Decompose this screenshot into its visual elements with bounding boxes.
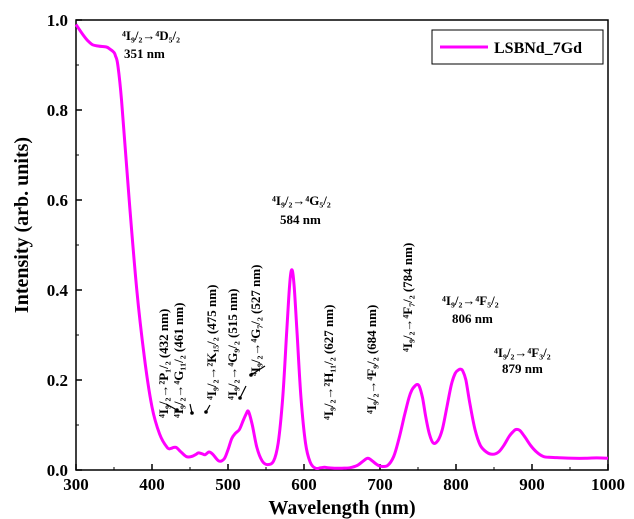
pointer-arrow [239, 385, 247, 399]
transition-label: ⁴I₉/₂→⁴F₃/₂ [494, 345, 551, 360]
x-tick-label: 500 [215, 475, 241, 494]
pointer-arrow-head [175, 408, 179, 412]
y-tick-label: 0.6 [47, 191, 68, 210]
pointer-arrow-head [204, 410, 208, 414]
pointer-arrow [250, 365, 266, 376]
transition-label-vertical: ⁴I₉/₂→⁴F₇/₂ (784 nm) [400, 243, 415, 352]
x-tick-label: 300 [63, 475, 89, 494]
transition-wavelength: 351 nm [124, 46, 165, 61]
pointer-arrow-head [249, 373, 253, 377]
y-tick-label: 0.4 [47, 281, 69, 300]
transition-label-vertical: ⁴I₉/₂→⁴F₉/₂ (684 nm) [364, 305, 379, 414]
transition-label-vertical: ⁴I₉/₂→²P₁/₂ (432 nm) [156, 309, 171, 418]
transition-wavelength: 584 nm [280, 212, 321, 227]
transition-label: ⁴I₉/₂→⁴G₅/₂ [272, 193, 331, 208]
pointer-arrow-head [238, 396, 242, 400]
x-tick-label: 800 [443, 475, 469, 494]
series-line [74, 23, 609, 471]
x-tick-label: 700 [367, 475, 393, 494]
transition-wavelength: 879 nm [502, 361, 543, 376]
y-tick-label: 0.2 [47, 371, 68, 390]
transition-label-vertical: ⁴I₉/₂→²H₁₁/₂ (627 nm) [321, 305, 336, 420]
y-tick-label: 0.8 [47, 101, 68, 120]
x-tick-label: 1000 [591, 475, 625, 494]
transition-label-vertical: ⁴I₉/₂→⁴G₉/₂ (515 nm) [225, 289, 240, 401]
pointer-arrow-head [190, 411, 194, 415]
x-tick-label: 900 [519, 475, 545, 494]
transition-label: ⁴I₉/₂→⁴D₅/₂ [122, 28, 180, 43]
y-axis-title: Intensity (arb. units) [11, 137, 33, 313]
x-tick-label: 400 [139, 475, 165, 494]
transition-label-vertical: ⁴I₉/₂→²K₁₅/₂ (475 nm) [204, 285, 219, 400]
legend: LSBNd_7Gd [431, 29, 604, 65]
y-tick-label: 1.0 [47, 11, 68, 30]
transition-label-vertical: ⁴I₉/₂→⁴G₁₁/₂ (461 nm) [171, 303, 186, 418]
transition-label-vertical: ⁴I₉/₂→⁴G₇/₂ (527 nm) [248, 265, 263, 377]
y-tick-label: 0.0 [47, 461, 68, 480]
transition-label: ⁴I₉/₂→⁴F₅/₂ [442, 293, 499, 308]
transition-wavelength: 806 nm [452, 311, 493, 326]
x-tick-label: 600 [291, 475, 317, 494]
x-axis-title: Wavelength (nm) [268, 497, 415, 519]
legend-label: LSBNd_7Gd [494, 40, 582, 57]
pointer-arrow [165, 403, 178, 411]
